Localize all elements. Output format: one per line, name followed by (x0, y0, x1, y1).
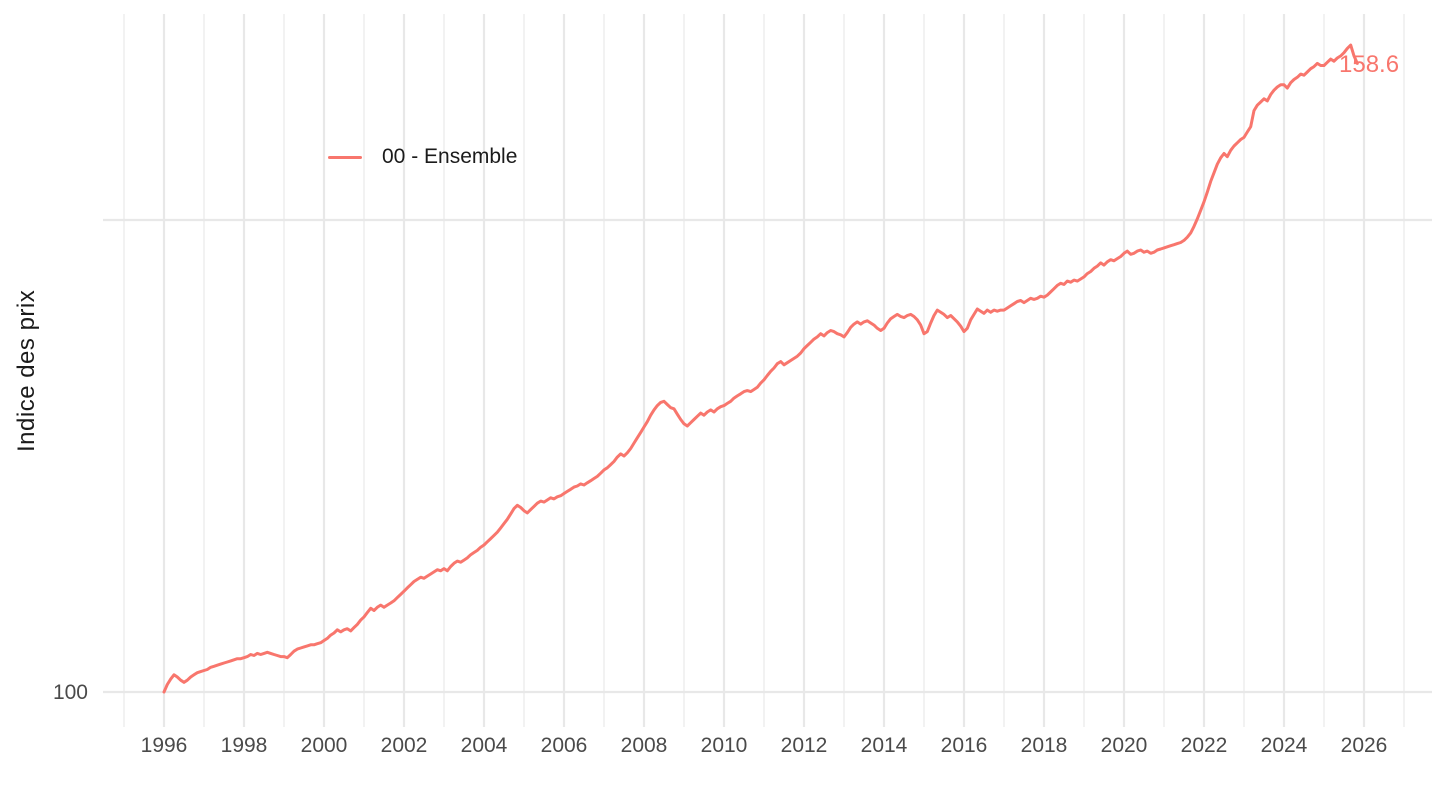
series-line (162, 43, 1359, 694)
x-tick-label: 2016 (941, 734, 988, 757)
x-tick-label: 1998 (221, 734, 268, 757)
x-tick-label: 2004 (461, 734, 508, 757)
x-tick-label: 2020 (1101, 734, 1148, 757)
x-tick-label: 2000 (301, 734, 348, 757)
x-tick-label: 2024 (1261, 734, 1308, 757)
x-tick-label: 2008 (621, 734, 668, 757)
x-tick-label: 2014 (861, 734, 908, 757)
y-tick-label: 100 (53, 681, 88, 704)
series-end-value-label: 158.6 (1339, 51, 1400, 78)
x-tick-label: 2012 (781, 734, 828, 757)
legend: 00 - Ensemble (328, 145, 517, 169)
legend-key-line-icon (328, 155, 362, 159)
x-tick-label: 1996 (141, 734, 188, 757)
x-tick-label: 2018 (1021, 734, 1068, 757)
x-tick-label: 2022 (1181, 734, 1228, 757)
x-tick-label: 2002 (381, 734, 428, 757)
legend-label: 00 - Ensemble (382, 145, 518, 168)
x-tick-label: 2026 (1341, 734, 1388, 757)
y-axis-title: Indice des prix (13, 289, 40, 452)
x-tick-label: 2006 (541, 734, 588, 757)
x-tick-label: 2010 (701, 734, 748, 757)
